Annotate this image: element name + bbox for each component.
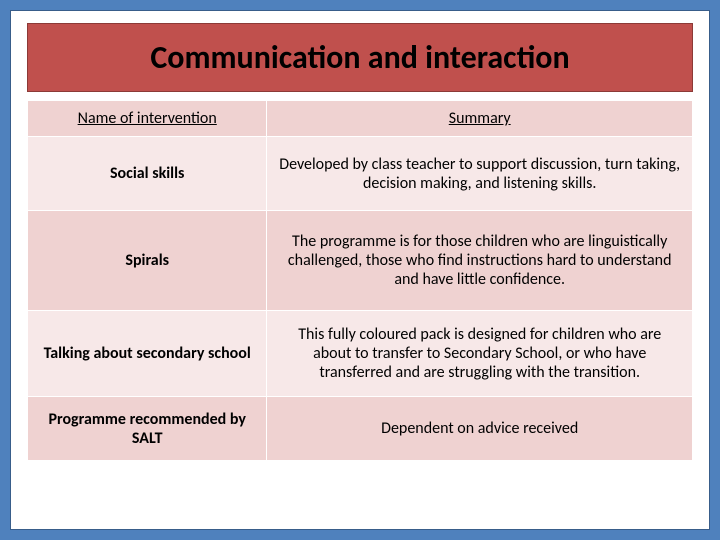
table-row: Spirals The programme is for those child… bbox=[28, 211, 693, 311]
header-summary: Summary bbox=[267, 101, 693, 137]
table-row: Social skills Developed by class teacher… bbox=[28, 137, 693, 211]
intervention-summary: Developed by class teacher to support di… bbox=[267, 137, 693, 211]
table-header-row: Name of intervention Summary bbox=[28, 101, 693, 137]
intervention-summary: The programme is for those children who … bbox=[267, 211, 693, 311]
slide-container: Communication and interaction Name of in… bbox=[10, 10, 710, 530]
interventions-table: Name of intervention Summary Social skil… bbox=[27, 100, 693, 461]
intervention-name: Talking about secondary school bbox=[28, 311, 267, 397]
intervention-summary: This fully coloured pack is designed for… bbox=[267, 311, 693, 397]
intervention-summary: Dependent on advice received bbox=[267, 397, 693, 461]
intervention-name: Spirals bbox=[28, 211, 267, 311]
page-title: Communication and interaction bbox=[38, 38, 682, 77]
table-row: Programme recommended by SALT Dependent … bbox=[28, 397, 693, 461]
intervention-name: Programme recommended by SALT bbox=[28, 397, 267, 461]
table-row: Talking about secondary school This full… bbox=[28, 311, 693, 397]
header-name: Name of intervention bbox=[28, 101, 267, 137]
title-box: Communication and interaction bbox=[27, 23, 693, 92]
intervention-name: Social skills bbox=[28, 137, 267, 211]
